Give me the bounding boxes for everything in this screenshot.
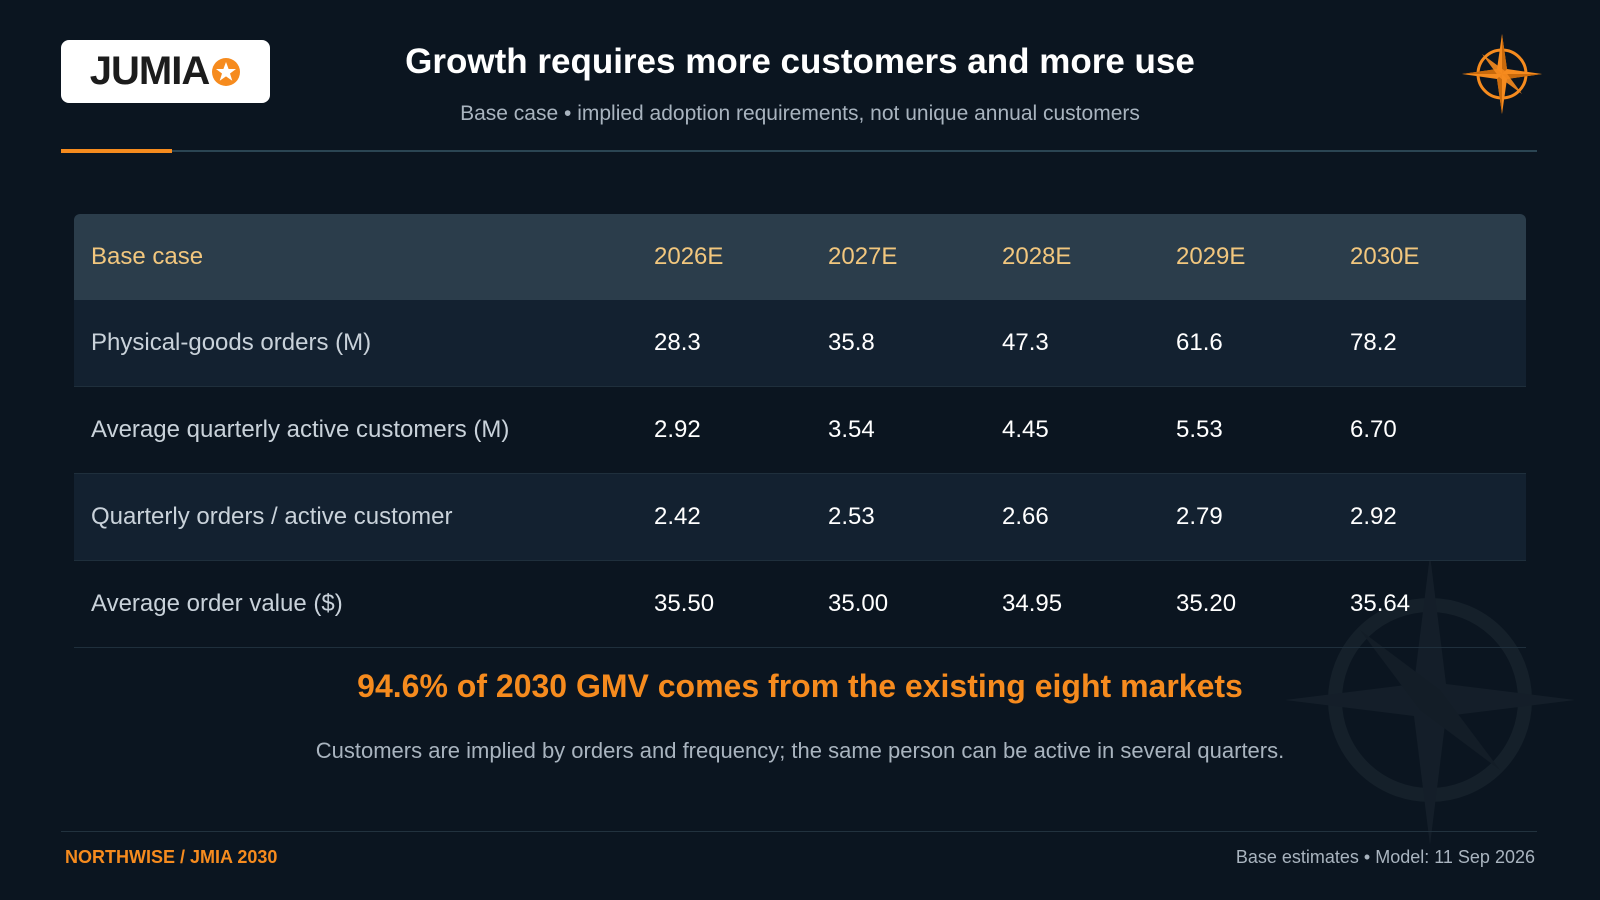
table-cell: 35.8 xyxy=(828,329,875,356)
table-cell: 2.92 xyxy=(1350,503,1397,530)
row-label: Average quarterly active customers (M) xyxy=(91,416,510,443)
compass-icon xyxy=(1462,34,1542,114)
table-row: Quarterly orders / active customer 2.42 … xyxy=(74,474,1526,561)
header-divider-accent xyxy=(61,149,172,153)
table-header-cell: 2028E xyxy=(1002,243,1072,270)
table-cell: 2.53 xyxy=(828,503,875,530)
page-title: Growth requires more customers and more … xyxy=(405,42,1195,81)
row-label: Quarterly orders / active customer xyxy=(91,503,453,530)
table-cell: 3.54 xyxy=(828,416,875,443)
table-cell: 35.64 xyxy=(1350,590,1411,617)
logo-text: JUMIA xyxy=(89,49,210,93)
footer-divider xyxy=(61,831,1537,832)
jumia-logo: JUMIA xyxy=(61,40,270,103)
table-header-cell: 2026E xyxy=(654,243,724,270)
table-cell: 35.20 xyxy=(1176,590,1237,617)
table-cell: 2.92 xyxy=(654,416,701,443)
row-label: Average order value ($) xyxy=(91,590,343,617)
table-row: Physical-goods orders (M) 28.3 35.8 47.3… xyxy=(74,300,1526,387)
table-cell: 28.3 xyxy=(654,329,701,356)
page-subtitle: Base case • implied adoption requirement… xyxy=(460,102,1140,125)
table-cell: 5.53 xyxy=(1176,416,1223,443)
table-header-cell: Base case xyxy=(91,243,204,270)
table-cell: 35.50 xyxy=(654,590,715,617)
table-cell: 4.45 xyxy=(1002,416,1049,443)
data-table: Base case 2026E 2027E 2028E 2029E 2030E … xyxy=(74,214,1526,648)
table-header-cell: 2027E xyxy=(828,243,898,270)
header-divider xyxy=(61,150,1537,152)
star-icon xyxy=(212,57,241,86)
table-cell: 34.95 xyxy=(1002,590,1063,617)
table-header-cell: 2030E xyxy=(1350,243,1420,270)
table-cell: 2.42 xyxy=(654,503,701,530)
gmv-callout: 94.6% of 2030 GMV comes from the existin… xyxy=(357,668,1243,704)
table-row: Average order value ($) 35.50 35.00 34.9… xyxy=(74,561,1526,648)
table-cell: 47.3 xyxy=(1002,329,1049,356)
footer-meta: Base estimates • Model: 11 Sep 2026 xyxy=(1235,847,1535,867)
footer-brand: NORTHWISE / JMIA 2030 xyxy=(65,847,278,867)
table-cell: 78.2 xyxy=(1350,329,1397,356)
compass-watermark-icon xyxy=(1285,555,1575,845)
table-header-row: Base case 2026E 2027E 2028E 2029E 2030E xyxy=(74,214,1526,300)
table-cell: 61.6 xyxy=(1176,329,1223,356)
table-cell: 2.66 xyxy=(1002,503,1049,530)
table-row: Average quarterly active customers (M) 2… xyxy=(74,387,1526,474)
row-label: Physical-goods orders (M) xyxy=(91,329,372,356)
table-cell: 35.00 xyxy=(828,590,889,617)
table-cell: 2.79 xyxy=(1176,503,1223,530)
footnote: Customers are implied by orders and freq… xyxy=(315,738,1285,763)
table-cell: 6.70 xyxy=(1350,416,1397,443)
table-header-cell: 2029E xyxy=(1176,243,1246,270)
